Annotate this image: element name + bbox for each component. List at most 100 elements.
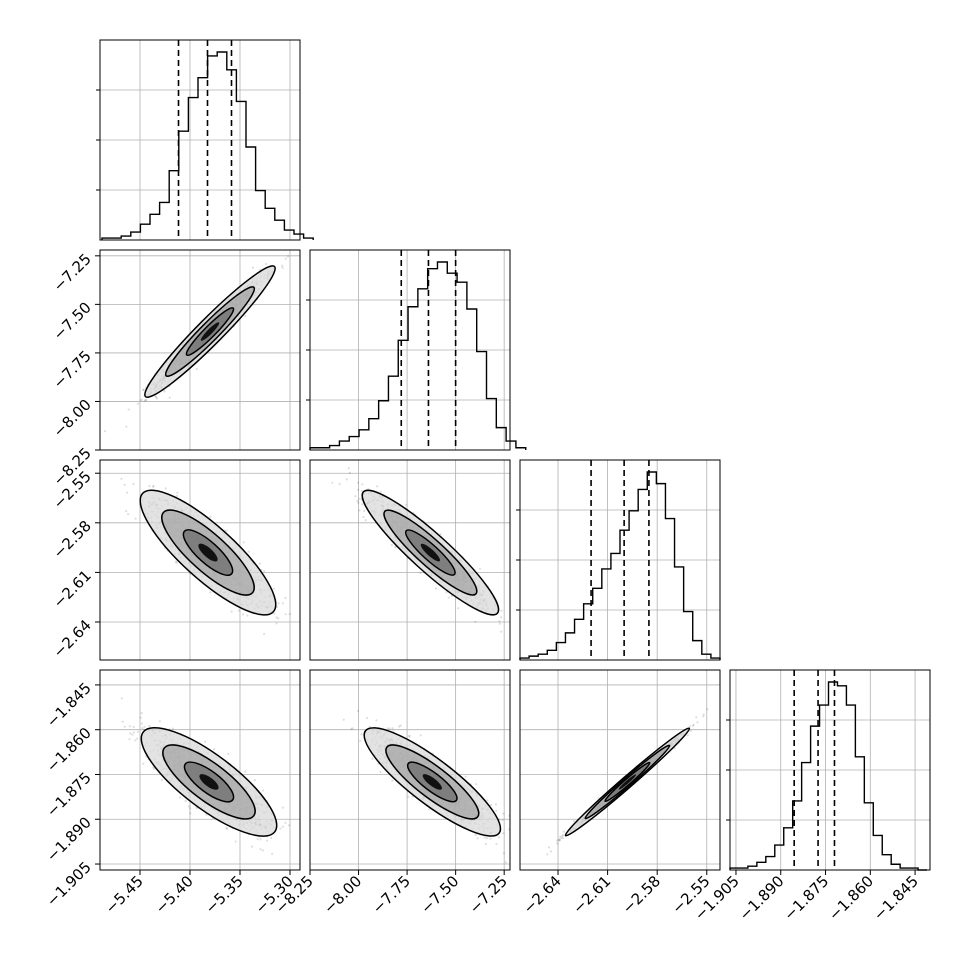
- joint-panel-1-0: [99, 246, 301, 451]
- scatter-point: [331, 481, 334, 484]
- scatter-point: [284, 613, 287, 616]
- scatter-point: [498, 620, 501, 623]
- scatter-point: [251, 845, 254, 848]
- scatter-point: [127, 513, 130, 516]
- scatter-point: [123, 483, 126, 486]
- scatter-point: [281, 266, 284, 269]
- scatter-point: [345, 478, 348, 481]
- density-peak: [198, 543, 218, 562]
- scatter-point: [288, 613, 291, 616]
- scatter-point: [258, 562, 261, 565]
- scatter-point: [139, 399, 142, 402]
- scatter-point: [241, 613, 245, 616]
- scatter-layer: [120, 477, 307, 636]
- scatter-point: [262, 789, 265, 792]
- scatter-point: [358, 509, 361, 512]
- scatter-point: [164, 487, 167, 490]
- scatter-point: [137, 402, 140, 405]
- scatter-point: [361, 483, 364, 486]
- scatter-point: [175, 561, 178, 564]
- scatter-point: [142, 388, 145, 391]
- scatter-point: [259, 848, 262, 851]
- scatter-point: [347, 467, 350, 470]
- scatter-point: [292, 246, 294, 248]
- scatter-point: [405, 503, 408, 506]
- scatter-point: [273, 612, 276, 615]
- scatter-point: [163, 390, 166, 393]
- scatter-point: [354, 495, 357, 498]
- hist-step-series: [729, 681, 928, 871]
- scatter-point: [125, 510, 128, 513]
- scatter-point: [284, 257, 287, 260]
- scatter-point: [348, 471, 351, 474]
- scatter-point: [498, 622, 501, 625]
- hist-panel-2: [516, 459, 721, 661]
- scatter-layer: [331, 467, 514, 633]
- scatter-point: [284, 596, 287, 600]
- panel-frame: [99, 249, 301, 451]
- scatter-point: [256, 838, 259, 841]
- scatter-point: [204, 740, 207, 743]
- scatter-point: [447, 596, 450, 599]
- scatter-point: [152, 485, 155, 488]
- scatter-point: [121, 720, 124, 723]
- scatter-point: [305, 599, 307, 601]
- scatter-point: [500, 616, 503, 619]
- scatter-point: [132, 483, 135, 486]
- scatter-point: [474, 620, 477, 623]
- scatter-point: [247, 550, 250, 553]
- scatter-point: [242, 541, 245, 544]
- scatter-point: [253, 779, 256, 782]
- scatter-point: [277, 602, 280, 605]
- scatter-point: [225, 826, 228, 829]
- scatter-point: [287, 246, 289, 248]
- scatter-point: [152, 766, 155, 769]
- scatter-point: [259, 838, 262, 841]
- scatter-point: [450, 594, 453, 598]
- scatter-point: [338, 483, 341, 486]
- scatter-point: [129, 732, 132, 735]
- scatter-point: [379, 490, 382, 493]
- scatter-point: [158, 720, 161, 723]
- joint-panel-2-1: [309, 459, 514, 661]
- scatter-point: [272, 587, 275, 590]
- scatter-point: [209, 515, 212, 519]
- scatter-point: [195, 367, 198, 371]
- scatter-point: [244, 314, 247, 318]
- scatter-point: [125, 425, 128, 428]
- joint-panel-2-0: [99, 459, 307, 661]
- scatter-point: [230, 610, 233, 613]
- scatter-point: [127, 408, 130, 411]
- scatter-point: [244, 770, 247, 773]
- scatter-point: [358, 497, 361, 500]
- scatter-point: [419, 571, 422, 575]
- scatter-point: [128, 738, 131, 741]
- scatter-point: [271, 852, 274, 855]
- scatter-point: [500, 609, 503, 612]
- hist-panel-3: [726, 669, 931, 871]
- scatter-point: [394, 546, 397, 549]
- scatter-point: [184, 799, 187, 803]
- scatter-point: [364, 519, 367, 522]
- scatter-point: [357, 488, 360, 491]
- scatter-point: [209, 591, 212, 594]
- scatter-point: [120, 477, 123, 480]
- hist-panel-1: [306, 249, 527, 451]
- scatter-point: [152, 484, 155, 487]
- scatter-point: [154, 395, 157, 399]
- scatter-point: [126, 491, 129, 494]
- scatter-point: [237, 609, 240, 612]
- joint-panel-3-0: [99, 669, 301, 871]
- scatter-point: [227, 752, 230, 756]
- scatter-point: [363, 509, 366, 513]
- scatter-point: [360, 490, 363, 493]
- scatter-point: [265, 262, 268, 266]
- scatter-point: [175, 494, 179, 497]
- scatter-point: [275, 616, 278, 619]
- scatter-point: [445, 591, 448, 594]
- scatter-point: [142, 762, 145, 765]
- hist-step-series: [309, 261, 527, 450]
- scatter-point: [512, 619, 514, 621]
- scatter-point: [168, 396, 171, 399]
